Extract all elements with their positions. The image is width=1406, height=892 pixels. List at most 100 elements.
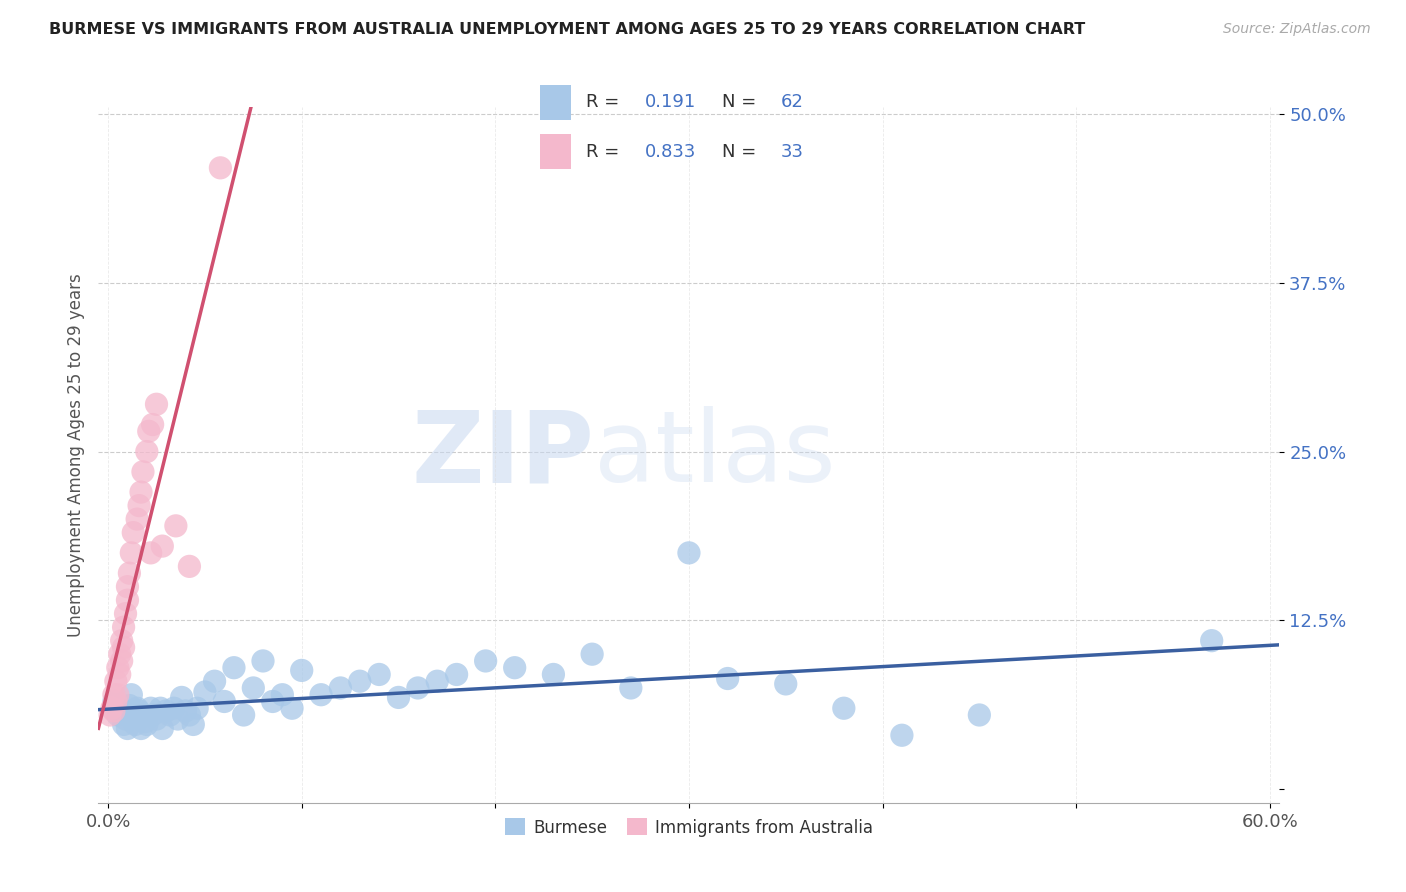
Point xyxy=(166,712,188,726)
Point xyxy=(127,512,149,526)
Point xyxy=(291,664,314,678)
Point xyxy=(717,672,740,686)
Point xyxy=(204,674,226,689)
Point xyxy=(678,546,700,560)
Point xyxy=(145,397,167,411)
Point xyxy=(118,698,141,713)
Point xyxy=(127,701,149,715)
Text: 33: 33 xyxy=(780,143,804,161)
Point xyxy=(138,424,160,438)
Point xyxy=(149,701,172,715)
Text: R =: R = xyxy=(586,143,626,161)
Point xyxy=(252,654,274,668)
Point xyxy=(349,674,371,689)
Point xyxy=(120,546,142,560)
Point xyxy=(111,633,134,648)
Point xyxy=(142,417,165,432)
Point xyxy=(112,717,135,731)
Text: 0.833: 0.833 xyxy=(645,143,696,161)
Point xyxy=(179,708,201,723)
Point xyxy=(122,708,145,723)
Point xyxy=(159,708,181,723)
Text: BURMESE VS IMMIGRANTS FROM AUSTRALIA UNEMPLOYMENT AMONG AGES 25 TO 29 YEARS CORR: BURMESE VS IMMIGRANTS FROM AUSTRALIA UNE… xyxy=(49,22,1085,37)
Point xyxy=(145,712,167,726)
Text: Source: ZipAtlas.com: Source: ZipAtlas.com xyxy=(1223,22,1371,37)
Point xyxy=(271,688,294,702)
Text: atlas: atlas xyxy=(595,407,837,503)
Point xyxy=(186,701,208,715)
Point xyxy=(108,667,131,681)
Point xyxy=(209,161,232,175)
Point xyxy=(281,701,304,715)
Point xyxy=(139,546,162,560)
Text: ZIP: ZIP xyxy=(412,407,595,503)
Point xyxy=(128,499,150,513)
Point xyxy=(242,681,264,695)
Point xyxy=(117,722,139,736)
Point xyxy=(155,704,177,718)
Text: N =: N = xyxy=(723,94,762,112)
Point xyxy=(150,722,173,736)
Point xyxy=(446,667,468,681)
Point xyxy=(832,701,855,715)
Point xyxy=(132,708,155,723)
Point xyxy=(103,694,125,708)
Point xyxy=(135,444,157,458)
Point xyxy=(503,661,526,675)
Point xyxy=(214,694,236,708)
Point xyxy=(135,717,157,731)
Point xyxy=(112,640,135,655)
Point xyxy=(165,519,187,533)
Point xyxy=(368,667,391,681)
Point xyxy=(1201,633,1223,648)
Point xyxy=(108,701,131,715)
Point xyxy=(111,654,134,668)
Point xyxy=(543,667,565,681)
Point xyxy=(128,704,150,718)
Point xyxy=(107,688,129,702)
Point xyxy=(107,708,129,723)
Text: R =: R = xyxy=(586,94,626,112)
Point xyxy=(108,647,131,661)
Text: 62: 62 xyxy=(780,94,804,112)
Point xyxy=(120,688,142,702)
Point xyxy=(181,717,204,731)
Point xyxy=(775,677,797,691)
Point xyxy=(104,674,127,689)
Point xyxy=(114,607,136,621)
Point xyxy=(581,647,603,661)
Legend: Burmese, Immigrants from Australia: Burmese, Immigrants from Australia xyxy=(498,812,880,843)
Point xyxy=(309,688,332,702)
Point xyxy=(194,685,217,699)
Point xyxy=(969,708,991,723)
Text: 0.191: 0.191 xyxy=(645,94,696,112)
Point xyxy=(426,674,449,689)
Point xyxy=(117,593,139,607)
Point xyxy=(122,525,145,540)
Point xyxy=(150,539,173,553)
Point xyxy=(174,704,197,718)
Y-axis label: Unemployment Among Ages 25 to 29 years: Unemployment Among Ages 25 to 29 years xyxy=(66,273,84,637)
Point xyxy=(179,559,201,574)
Point xyxy=(104,694,127,708)
Point xyxy=(232,708,254,723)
Point xyxy=(134,714,156,729)
Point xyxy=(262,694,284,708)
Text: N =: N = xyxy=(723,143,762,161)
Point xyxy=(132,465,155,479)
FancyBboxPatch shape xyxy=(540,85,571,120)
Point xyxy=(107,661,129,675)
Point xyxy=(103,704,125,718)
Point xyxy=(129,485,152,500)
Point xyxy=(112,620,135,634)
Point xyxy=(406,681,429,695)
Point xyxy=(118,566,141,581)
Point xyxy=(114,712,136,726)
Point xyxy=(620,681,643,695)
Point xyxy=(124,717,146,731)
Point xyxy=(98,708,121,723)
Point xyxy=(139,701,162,715)
Point xyxy=(129,722,152,736)
Point xyxy=(170,690,193,705)
Point xyxy=(222,661,245,675)
